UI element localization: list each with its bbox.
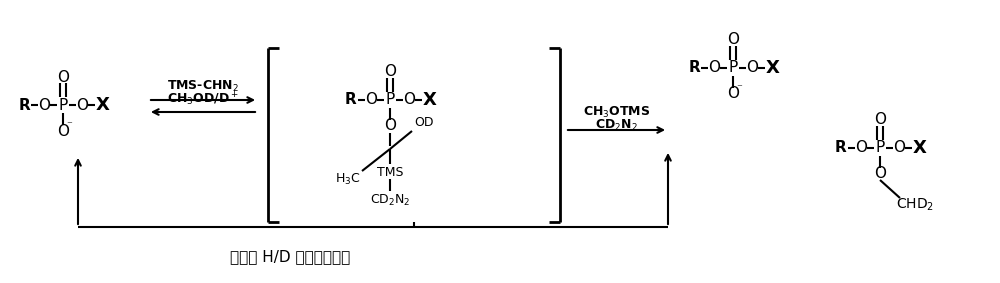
- Text: R: R: [345, 93, 357, 108]
- Text: P: P: [728, 61, 738, 76]
- Text: O: O: [384, 119, 396, 134]
- Text: R: R: [18, 98, 30, 113]
- Text: CH$_3$OTMS: CH$_3$OTMS: [583, 104, 650, 119]
- Text: P: P: [385, 93, 395, 108]
- Text: O: O: [57, 123, 69, 138]
- Text: CD$_2$N$_2$: CD$_2$N$_2$: [595, 117, 638, 132]
- Text: TMS: TMS: [377, 166, 403, 179]
- Text: O: O: [874, 166, 886, 181]
- Text: O: O: [855, 140, 867, 155]
- Text: CD$_2$N$_2$: CD$_2$N$_2$: [370, 192, 410, 207]
- Text: ⁻: ⁻: [66, 120, 72, 130]
- Text: O: O: [76, 98, 88, 113]
- Text: O: O: [874, 113, 886, 128]
- Text: 酸催化 H/D 交换和甲基化: 酸催化 H/D 交换和甲基化: [230, 250, 350, 265]
- Text: X: X: [913, 139, 927, 157]
- Text: CHD$_2$: CHD$_2$: [896, 197, 934, 213]
- Text: O: O: [57, 70, 69, 85]
- Text: O: O: [893, 140, 905, 155]
- Text: P: P: [875, 140, 885, 155]
- Text: O: O: [403, 93, 415, 108]
- Text: O: O: [746, 61, 758, 76]
- Text: O: O: [727, 33, 739, 48]
- Text: R: R: [835, 140, 847, 155]
- Text: P: P: [58, 98, 68, 113]
- Text: OD: OD: [414, 117, 434, 130]
- Text: R: R: [688, 61, 700, 76]
- Text: ⁻: ⁻: [736, 83, 742, 93]
- Text: O: O: [384, 65, 396, 80]
- Text: H$_3$C: H$_3$C: [335, 171, 361, 186]
- Text: X: X: [96, 96, 110, 114]
- Text: O: O: [708, 61, 720, 76]
- Text: CH$_3$OD/D$^+$: CH$_3$OD/D$^+$: [167, 90, 239, 108]
- Text: X: X: [766, 59, 780, 77]
- Text: TMS-CHN$_2$: TMS-CHN$_2$: [167, 78, 239, 94]
- Text: X: X: [423, 91, 437, 109]
- Text: O: O: [727, 87, 739, 102]
- Text: O: O: [38, 98, 50, 113]
- Text: O: O: [365, 93, 377, 108]
